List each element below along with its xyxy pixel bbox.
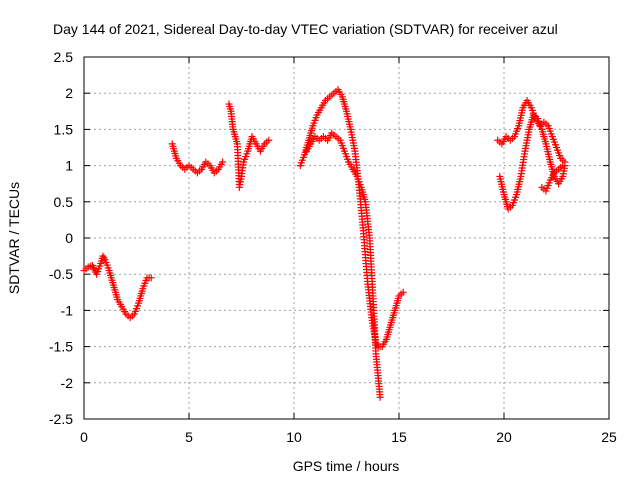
x-tick-label: 5 [185, 429, 193, 445]
data-point [265, 136, 273, 144]
y-tick-label: -1 [61, 302, 74, 318]
x-axis-label: GPS time / hours [293, 458, 400, 474]
grid-lines [84, 57, 609, 419]
x-axis: 0 5 10 15 20 25 [80, 57, 617, 445]
y-tick-label: -2 [61, 375, 74, 391]
y-tick-label: -2.5 [49, 411, 73, 427]
y-tick-label: -1.5 [49, 339, 73, 355]
y-axis-label: SDTVAR / TECUs [6, 182, 22, 294]
x-tick-label: 25 [601, 429, 617, 445]
series-arc4b [303, 129, 384, 401]
x-tick-label: 10 [286, 429, 302, 445]
data-point [559, 162, 567, 170]
series-arc5c [538, 162, 567, 195]
y-tick-label: 0 [65, 230, 73, 246]
data-point [399, 288, 407, 296]
y-axis: -2.5 -2 -1.5 -1 -0.5 0 0.5 1 1.5 2 2.5 [49, 49, 609, 427]
series-arc1 [80, 252, 155, 322]
series-arc2 [168, 140, 227, 177]
y-tick-label: 1.5 [54, 121, 74, 137]
data-points [80, 86, 569, 401]
x-tick-label: 15 [391, 429, 407, 445]
x-tick-label: 20 [496, 429, 512, 445]
y-tick-label: 2 [65, 85, 73, 101]
data-point [147, 274, 155, 282]
y-tick-label: 0.5 [54, 194, 74, 210]
y-tick-label: 2.5 [54, 49, 74, 65]
y-tick-label: 1 [65, 158, 73, 174]
data-point [376, 393, 384, 401]
series-arc3 [225, 100, 273, 191]
series-arc5b [496, 111, 569, 213]
x-tick-label: 0 [80, 429, 88, 445]
data-point [219, 158, 227, 166]
chart-title: Day 144 of 2021, Sidereal Day-to-day VTE… [53, 21, 558, 37]
y-tick-label: -0.5 [49, 266, 73, 282]
